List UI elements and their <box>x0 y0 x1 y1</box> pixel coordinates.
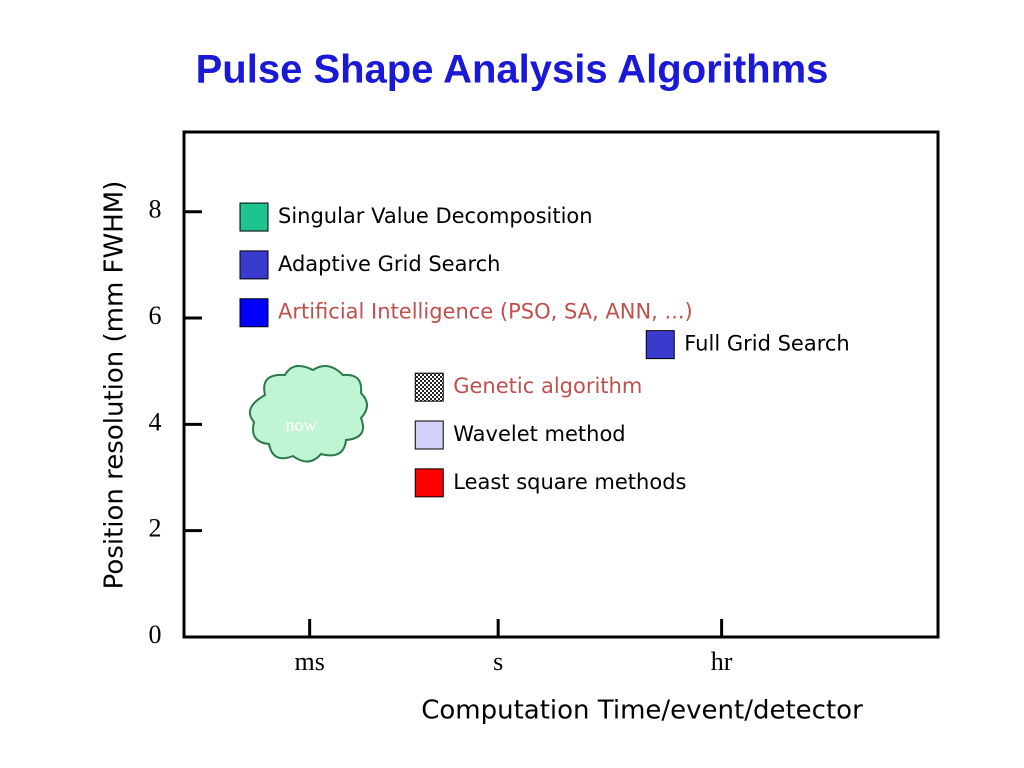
x-tick-label: hr <box>711 647 733 676</box>
point-label: Full Grid Search <box>684 332 849 356</box>
point-marker <box>645 330 675 360</box>
point-marker <box>414 420 444 450</box>
y-tick-label: 6 <box>149 301 162 330</box>
y-tick-label: 2 <box>149 514 162 543</box>
point-label: Artificial Intelligence (PSO, SA, ANN, .… <box>278 300 693 324</box>
x-tick-label: ms <box>294 647 324 676</box>
point-marker <box>239 298 269 328</box>
point-label: Least square methods <box>453 470 686 494</box>
x-axis-label: Computation Time/event/detector <box>421 696 863 726</box>
point-label: Genetic algorithm <box>453 374 642 398</box>
now-cloud <box>248 365 368 463</box>
point-marker <box>414 372 444 402</box>
plot-frame <box>182 130 940 639</box>
annotation: now <box>286 415 317 435</box>
y-tick-label: 8 <box>149 195 162 224</box>
point-label: Wavelet method <box>453 422 625 446</box>
point-marker <box>239 202 269 232</box>
chart-title: Pulse Shape Analysis Algorithms <box>196 48 829 92</box>
point-marker <box>414 468 444 498</box>
y-axis-label: Position resolution (mm FWHM) <box>100 181 130 590</box>
x-tick-label: s <box>493 647 503 676</box>
point-label: Singular Value Decomposition <box>278 204 593 228</box>
y-tick-label: 4 <box>149 407 162 436</box>
point-label: Adaptive Grid Search <box>278 252 501 276</box>
y-tick-label: 0 <box>149 620 162 649</box>
point-marker <box>239 250 269 280</box>
